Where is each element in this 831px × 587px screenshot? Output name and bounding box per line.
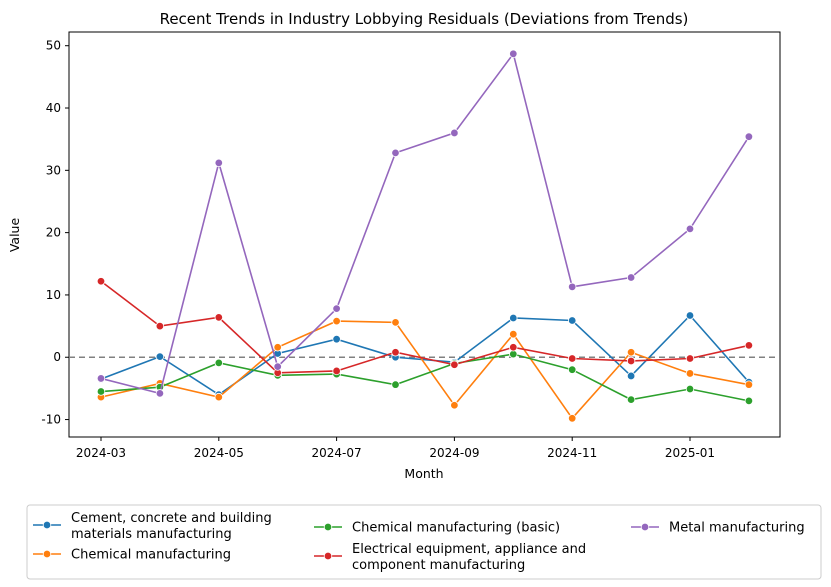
y-axis: -10 0 10 20 30 40 50 xyxy=(41,39,69,427)
legend-label: Metal manufacturing xyxy=(669,521,805,536)
legend-entry: Metal manufacturing xyxy=(631,521,805,536)
series-0 xyxy=(96,311,754,399)
legend-label: Electrical equipment, appliance and compo… xyxy=(352,542,586,573)
data-point xyxy=(450,401,459,410)
data-point xyxy=(744,396,754,406)
legend-swatch-marker xyxy=(323,522,333,532)
data-point xyxy=(685,311,695,320)
data-point xyxy=(626,371,636,381)
series-3 xyxy=(96,277,754,378)
y-tick-label: 10 xyxy=(46,288,61,302)
data-point xyxy=(391,380,400,389)
legend-swatch-marker xyxy=(323,551,333,561)
y-tick-label: 0 xyxy=(53,350,61,364)
legend-entry: Chemical manufacturing xyxy=(33,548,231,563)
x-tick-label: 2024-09 xyxy=(429,446,479,460)
series-1 xyxy=(96,316,754,423)
data-point xyxy=(214,158,223,168)
data-point xyxy=(744,341,754,350)
legend-label: Chemical manufacturing (basic) xyxy=(352,521,560,536)
legend-swatch-marker xyxy=(42,549,52,559)
data-point xyxy=(273,362,282,371)
x-tick-label: 2025-01 xyxy=(665,446,715,460)
legend-label: Cement, concrete and building materials m… xyxy=(71,511,272,542)
data-point xyxy=(391,348,400,357)
legend-label: Chemical manufacturing xyxy=(71,548,231,563)
data-point xyxy=(96,277,106,286)
data-point xyxy=(626,348,636,357)
data-point xyxy=(273,343,282,352)
x-tick-label: 2024-07 xyxy=(312,446,362,460)
data-point xyxy=(214,313,223,322)
chart-title: Recent Trends in Industry Lobbying Resid… xyxy=(160,10,689,28)
x-axis: 2024-03 2024-05 2024-07 2024-09 2024-11 2025-… xyxy=(76,437,715,460)
series-4 xyxy=(96,49,754,398)
data-point xyxy=(626,395,636,404)
data-point xyxy=(96,374,106,383)
data-point xyxy=(450,360,459,369)
data-point xyxy=(626,273,636,282)
data-point xyxy=(509,329,518,339)
y-tick-label: 30 xyxy=(46,163,61,177)
x-tick-label: 2024-03 xyxy=(76,446,126,460)
data-point xyxy=(391,318,400,327)
plot-area xyxy=(68,31,781,438)
series-line xyxy=(100,280,750,374)
data-point xyxy=(685,224,695,234)
data-point xyxy=(568,365,577,374)
data-point xyxy=(685,354,695,363)
series-line xyxy=(100,314,750,396)
legend-entry: Electrical equipment, appliance and compo… xyxy=(314,542,586,573)
data-point xyxy=(155,321,165,331)
data-point xyxy=(214,358,223,368)
data-point xyxy=(155,389,165,398)
data-point xyxy=(391,148,400,158)
data-point xyxy=(450,128,459,138)
data-point xyxy=(332,304,341,313)
data-point xyxy=(509,313,518,323)
data-point xyxy=(509,49,518,59)
data-point xyxy=(626,356,636,366)
legend-entry: Chemical manufacturing (basic) xyxy=(314,521,560,536)
data-point xyxy=(96,387,106,396)
legend-swatch-marker xyxy=(640,522,650,532)
data-point xyxy=(744,132,754,141)
legend: Cement, concrete and building materials m… xyxy=(26,504,822,580)
data-point xyxy=(685,369,695,378)
series-line xyxy=(100,320,750,420)
y-tick-label: -10 xyxy=(41,413,61,427)
legend-entry: Cement, concrete and building materials m… xyxy=(33,511,272,542)
x-tick-label: 2024-11 xyxy=(547,446,597,460)
legend-frame xyxy=(26,504,822,580)
y-tick-label: 20 xyxy=(46,226,61,240)
legend-swatch-marker xyxy=(42,520,52,530)
data-point xyxy=(332,334,341,344)
data-point xyxy=(332,366,341,376)
y-axis-label: Value xyxy=(7,218,22,253)
data-point xyxy=(509,343,518,352)
series-line xyxy=(100,51,750,395)
data-point xyxy=(332,316,341,326)
data-point xyxy=(155,352,165,361)
data-point xyxy=(568,282,577,292)
x-axis-label: Month xyxy=(404,466,443,481)
data-point xyxy=(568,414,577,423)
y-tick-label: 50 xyxy=(46,39,61,53)
data-point xyxy=(568,316,577,325)
data-point xyxy=(685,384,695,394)
data-point xyxy=(214,392,223,402)
series-line xyxy=(100,353,750,402)
data-point xyxy=(568,354,577,363)
data-point xyxy=(744,380,754,389)
x-tick-label: 2024-05 xyxy=(194,446,244,460)
y-tick-label: 40 xyxy=(46,101,61,115)
plot-frame xyxy=(68,31,781,438)
